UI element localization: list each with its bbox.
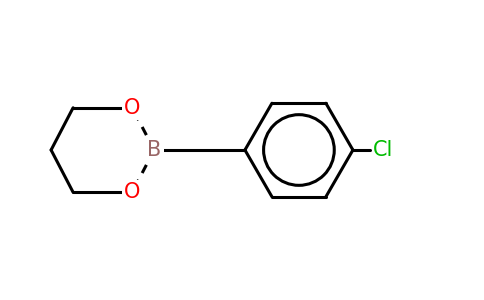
Text: Cl: Cl — [373, 140, 393, 160]
Text: B: B — [147, 140, 161, 160]
Text: O: O — [124, 182, 140, 202]
Text: O: O — [124, 98, 140, 118]
